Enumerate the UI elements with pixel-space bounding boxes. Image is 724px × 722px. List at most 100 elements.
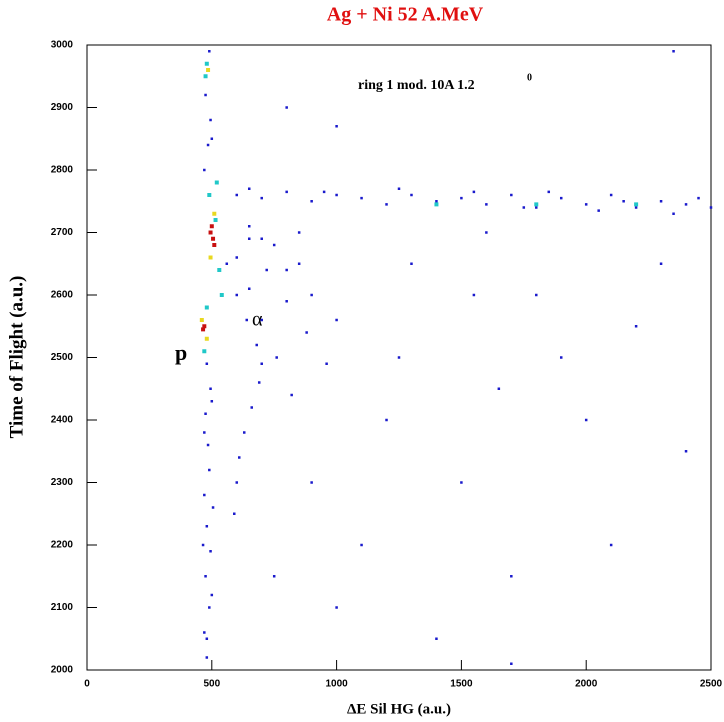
point (235, 481, 239, 484)
point (285, 268, 288, 272)
point (472, 190, 476, 194)
point (247, 237, 251, 240)
point (510, 662, 513, 665)
point (297, 262, 301, 265)
point (472, 293, 476, 297)
y-tick-label: 2400 (51, 415, 74, 426)
point (659, 200, 663, 203)
point (335, 318, 338, 322)
point (209, 387, 212, 390)
point (260, 237, 263, 240)
point (242, 431, 246, 434)
point (206, 143, 210, 147)
point (203, 631, 206, 634)
point (203, 431, 206, 434)
point (709, 206, 713, 209)
point (205, 525, 209, 528)
point (297, 231, 301, 234)
x-tick-label: 2500 (700, 679, 723, 690)
point (534, 202, 539, 207)
point (310, 200, 313, 203)
point (460, 481, 463, 484)
point (245, 318, 248, 322)
y-tick-label: 2700 (51, 227, 74, 238)
point (247, 287, 251, 290)
point (214, 180, 219, 185)
annotation: p (175, 340, 187, 365)
point (310, 293, 313, 297)
point (535, 293, 538, 297)
point (275, 356, 278, 359)
point (285, 190, 288, 194)
point (257, 381, 261, 384)
point (207, 193, 212, 197)
y-tick-label: 2100 (51, 602, 74, 613)
point (225, 262, 229, 265)
point (203, 493, 206, 497)
point (485, 231, 488, 234)
y-tick-label: 3000 (51, 40, 74, 51)
x-axis-label: ΔE Sil HG (a.u.) (347, 701, 451, 717)
point (209, 550, 212, 553)
point (260, 196, 263, 200)
point (206, 443, 210, 447)
point (584, 418, 588, 422)
point (360, 543, 363, 547)
point (584, 203, 588, 206)
point (559, 196, 563, 200)
point (335, 606, 338, 609)
point (202, 324, 207, 329)
point (435, 637, 438, 640)
point (238, 456, 241, 459)
point (203, 168, 206, 172)
x-tick-label: 500 (203, 679, 220, 690)
point (335, 193, 338, 197)
point (510, 575, 513, 578)
point (235, 293, 239, 297)
point (212, 211, 217, 216)
point (247, 187, 251, 190)
point (385, 203, 388, 206)
annotation: α (252, 309, 263, 331)
point (219, 293, 224, 297)
point (203, 74, 208, 79)
annotation-superscript: 0 (527, 72, 532, 83)
y-tick-label: 2200 (51, 540, 74, 551)
point (305, 331, 308, 334)
point (205, 656, 209, 659)
point (290, 393, 293, 397)
point (210, 593, 214, 597)
point (322, 190, 326, 194)
point (325, 362, 328, 365)
point (211, 236, 216, 241)
point (211, 506, 215, 509)
point (672, 212, 675, 215)
point (202, 349, 207, 354)
x-tick-label: 2000 (575, 679, 598, 690)
point (208, 255, 213, 260)
point (209, 224, 214, 229)
point (285, 106, 288, 109)
point (634, 202, 639, 207)
point (522, 206, 526, 209)
point (204, 61, 209, 66)
point (485, 203, 488, 206)
point (609, 193, 613, 197)
point (213, 218, 218, 222)
point (204, 336, 209, 341)
point (272, 243, 276, 247)
point (235, 256, 239, 259)
point (360, 196, 363, 200)
point (597, 209, 600, 212)
y-tick-label: 2000 (51, 665, 74, 676)
point (434, 202, 439, 207)
y-tick-label: 2800 (51, 165, 74, 176)
point (250, 406, 253, 409)
point (265, 268, 268, 272)
point (410, 193, 413, 197)
point (210, 137, 214, 140)
point (335, 125, 338, 128)
point (210, 400, 214, 403)
point (208, 468, 211, 472)
